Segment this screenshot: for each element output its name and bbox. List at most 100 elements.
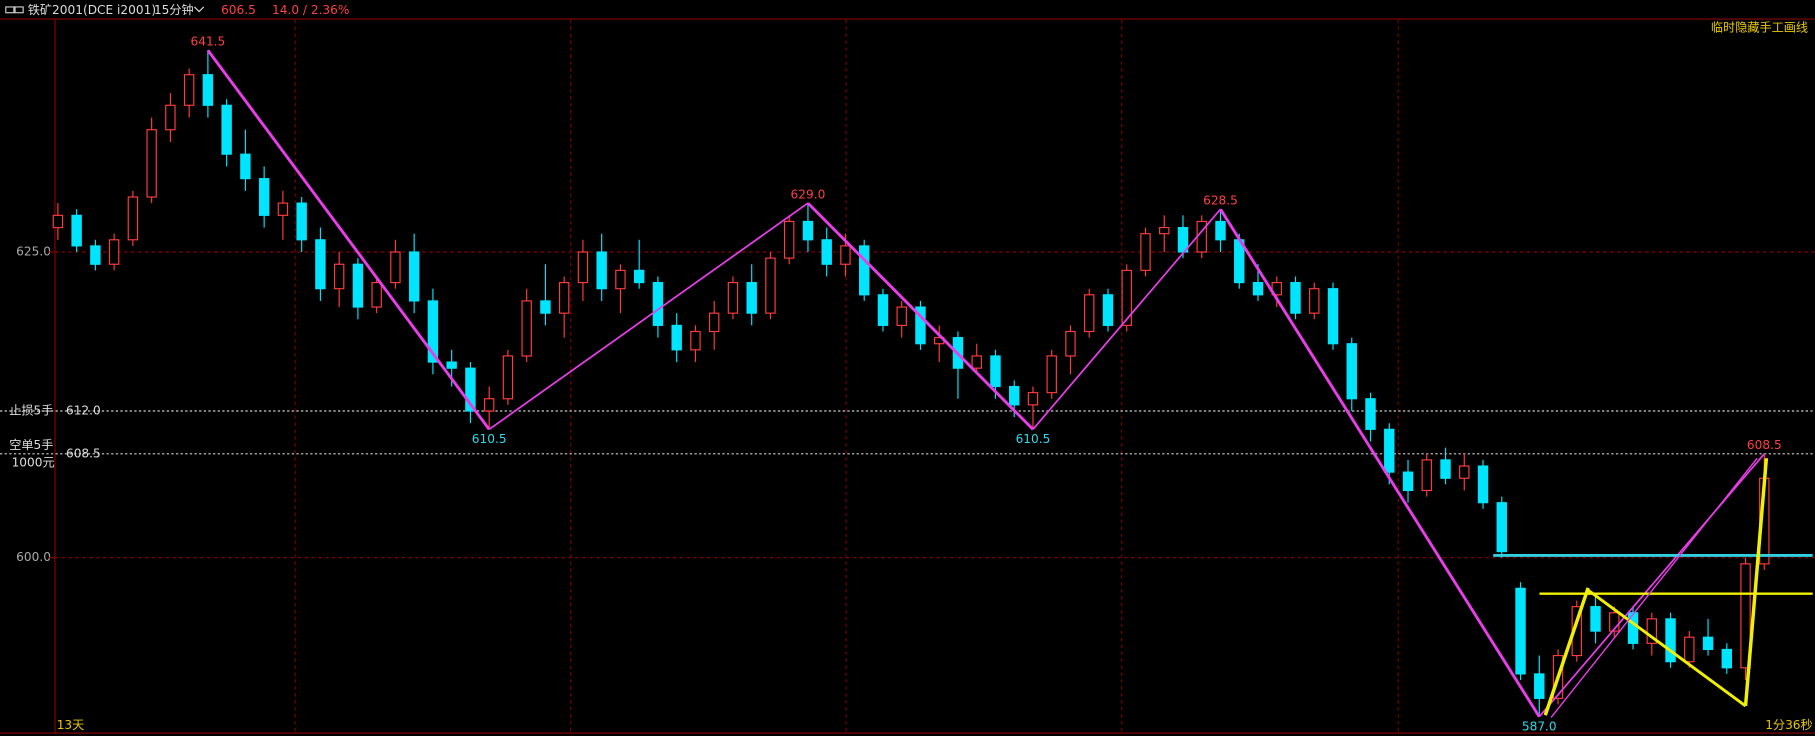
candle-body xyxy=(765,257,776,314)
candle-body xyxy=(1084,294,1095,333)
price-line-note: 1000元 xyxy=(12,456,55,470)
candle-body xyxy=(690,330,701,351)
period-dropdown[interactable] xyxy=(194,6,205,13)
candle-body xyxy=(1421,459,1432,492)
candle-body xyxy=(1646,618,1657,644)
zigzag-segment xyxy=(1032,208,1222,430)
candle-body xyxy=(1515,587,1526,675)
drawn-line xyxy=(1550,457,1758,718)
zigzag-segment xyxy=(1219,208,1541,718)
right-footer: 1分36秒 xyxy=(1765,718,1812,732)
candle-body xyxy=(1159,226,1170,235)
candle-body xyxy=(1477,465,1489,504)
plot: 625.0 600.0 612.0 止损5手 608.5 空单5手 1000元 641.5 61… xyxy=(0,35,1815,734)
candle-body xyxy=(127,196,139,241)
candle-body xyxy=(1684,636,1695,663)
price-line-tag: 止损5手 xyxy=(9,403,53,417)
pivot-label: 629.0 xyxy=(791,188,826,202)
pivot-label: 610.5 xyxy=(472,432,507,446)
candle-body xyxy=(971,355,982,369)
window-icon[interactable] xyxy=(5,6,15,14)
vertical-grid xyxy=(294,19,1399,733)
candle-body xyxy=(727,282,739,314)
candle-body xyxy=(1459,465,1470,479)
candle-body xyxy=(821,239,832,265)
candle-body xyxy=(1702,636,1714,651)
candle-body xyxy=(333,263,345,290)
candle-body xyxy=(746,282,757,314)
candle-body xyxy=(1046,355,1057,394)
candle-body xyxy=(1496,502,1507,553)
candle-body xyxy=(1740,563,1751,669)
candle-body xyxy=(596,251,607,290)
candle-body xyxy=(1196,220,1207,253)
candle-body xyxy=(1309,288,1320,314)
symbol[interactable]: 铁矿2001(DCE i2001) xyxy=(28,3,156,17)
candle-body xyxy=(465,367,476,412)
candle-body xyxy=(202,74,214,106)
pivot-label: 587.0 xyxy=(1522,720,1557,734)
candle-body xyxy=(540,300,551,314)
candle-body xyxy=(577,251,589,284)
price-change: 14.0 / 2.36% xyxy=(272,3,349,17)
candle-body xyxy=(1102,294,1114,326)
hide-drawings[interactable]: 临时隐藏手工画线 xyxy=(1711,20,1808,34)
y-tick-label: 625.0 xyxy=(16,245,51,259)
candle-body xyxy=(1384,428,1395,473)
candle-body xyxy=(1065,330,1076,357)
candle-body xyxy=(52,214,64,229)
pivot-label: 641.5 xyxy=(191,35,226,49)
candle-body xyxy=(915,306,926,345)
candle-body xyxy=(671,324,682,351)
candle-body xyxy=(1365,398,1376,430)
pivot-label: 610.5 xyxy=(1016,432,1051,446)
candle-body xyxy=(183,74,195,106)
candle-body xyxy=(1327,288,1339,345)
candle-body xyxy=(896,306,907,326)
candle-body xyxy=(483,398,495,412)
candle-body xyxy=(521,300,532,357)
period[interactable]: 15分钟 xyxy=(154,2,194,17)
last-price: 606.5 xyxy=(221,3,256,17)
candle-body xyxy=(221,104,232,155)
candle-body xyxy=(165,104,176,131)
candle-body xyxy=(277,202,289,216)
candle-body xyxy=(990,355,1001,388)
candle-body xyxy=(315,239,326,290)
candle-body xyxy=(1721,648,1733,669)
candle-body xyxy=(408,251,420,302)
candle-body xyxy=(1121,269,1132,326)
candle-body xyxy=(1252,282,1264,296)
candle-body xyxy=(1665,618,1676,663)
price-line-label: 612.0 xyxy=(66,403,101,417)
candle-body xyxy=(258,178,270,216)
candle-body xyxy=(633,269,645,284)
candle-body xyxy=(108,239,120,265)
candle-body xyxy=(390,251,401,284)
zigzag-segment xyxy=(1538,453,1765,718)
candle-body xyxy=(1009,385,1020,406)
price-line-label: 608.5 xyxy=(66,446,101,460)
candle-body xyxy=(90,245,101,265)
candle-body xyxy=(652,282,664,326)
window-icon[interactable] xyxy=(14,6,24,14)
candle-body xyxy=(1402,471,1414,492)
drawn-line xyxy=(1543,587,1590,716)
candle-body xyxy=(427,300,439,363)
candle-body xyxy=(783,220,795,259)
zigzag-segment xyxy=(206,49,491,431)
candle-body xyxy=(558,282,570,314)
pivot-label: 628.5 xyxy=(1203,194,1238,208)
candle-body xyxy=(1290,282,1301,314)
candle-body xyxy=(502,355,514,400)
drawn-line xyxy=(1587,589,1747,708)
left-footer: 13天 xyxy=(57,718,85,732)
candle-body xyxy=(1590,606,1601,632)
candle-body xyxy=(1027,392,1039,406)
y-tick-label: 600.0 xyxy=(16,550,51,564)
candle-body xyxy=(296,202,307,241)
candle-body xyxy=(446,361,457,369)
